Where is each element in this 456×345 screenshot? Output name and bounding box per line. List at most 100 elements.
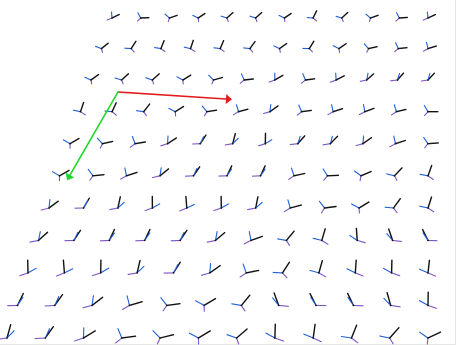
frame-axis-stroke: [296, 111, 303, 116]
frame-glyph: [218, 165, 233, 177]
frame-origin-dot: [44, 337, 47, 339]
frame-axis-stroke: [427, 72, 435, 81]
frame-axis-stroke: [34, 337, 46, 340]
frame-axis-stroke: [6, 330, 15, 339]
frame-glyph: [200, 262, 221, 276]
frame-axis-stroke: [364, 107, 375, 113]
frame-axis-stroke: [159, 167, 162, 177]
frame-axis-stroke: [176, 76, 184, 81]
frame-glyph: [332, 43, 347, 53]
frame-glyph: [418, 259, 437, 277]
frame-origin-dot: [92, 174, 94, 177]
frame-origin-dot: [363, 110, 366, 113]
frame-axis-stroke: [423, 104, 429, 113]
frame-axis-stroke: [351, 203, 360, 209]
frame-glyph: [51, 169, 70, 182]
frame-axis-stroke: [369, 14, 379, 19]
frame-axis-stroke: [206, 109, 218, 113]
frame-axis-stroke: [188, 332, 199, 339]
frame-origin-dot: [369, 17, 372, 19]
frame-origin-dot: [285, 239, 288, 242]
frame-axis-stroke: [355, 143, 364, 147]
frame-axis-stroke: [63, 268, 74, 274]
frame-glyph: [273, 42, 288, 53]
frame-axis-stroke: [347, 296, 354, 306]
frame-axis-stroke: [245, 269, 260, 274]
frame-origin-dot: [391, 239, 394, 242]
frame-axis-stroke: [366, 72, 369, 81]
frame-axis-stroke: [16, 296, 24, 306]
frame-glyph: [347, 292, 364, 307]
frame-glyph: [129, 135, 147, 148]
frame-axis-stroke: [231, 303, 242, 306]
frame-origin-dot: [37, 239, 40, 242]
frame-axis-stroke: [269, 103, 272, 113]
frame-axis-stroke: [209, 264, 221, 274]
frame-axis-stroke: [240, 73, 245, 81]
frame-glyph: [154, 39, 166, 53]
frame-axis-stroke: [151, 203, 161, 209]
frame-origin-dot: [283, 17, 286, 19]
frame-axis-stroke: [232, 137, 239, 145]
frame-axis-stroke: [427, 272, 437, 277]
frame-glyph: [194, 297, 217, 312]
frame-origin-dot: [27, 272, 29, 274]
frame-glyph: [358, 104, 375, 116]
frame-glyph: [206, 231, 226, 243]
frame-glyph: [418, 291, 437, 309]
frame-axis-stroke: [82, 200, 89, 209]
frame-axis-stroke: [79, 101, 85, 113]
frame-axis-stroke: [356, 239, 366, 244]
frame-glyph: [283, 199, 302, 213]
frame-origin-dot: [332, 110, 335, 113]
frame-axis-stroke: [82, 330, 97, 339]
frame-axis-stroke: [168, 14, 178, 19]
frame-glyph: [312, 228, 329, 245]
frame-origin-dot: [192, 174, 195, 177]
frame-axis-stroke: [340, 335, 353, 339]
frame-origin-dot: [395, 110, 398, 113]
frame-axis-stroke: [362, 136, 373, 145]
frame-axis-stroke: [144, 207, 153, 212]
frame-axis-stroke: [131, 135, 136, 145]
frame-glyph: [296, 104, 312, 116]
frame-axis-stroke: [359, 79, 368, 82]
frame-glyph: [164, 13, 178, 23]
frame-origin-dot: [120, 337, 123, 339]
frame-axis-stroke: [427, 207, 435, 213]
frame-glyph: [135, 228, 151, 242]
frame-axis-stroke: [242, 263, 247, 274]
frame-axis-stroke: [323, 205, 337, 209]
frame-axis-stroke: [192, 167, 198, 177]
frame-axis-stroke: [389, 337, 394, 345]
frame-glyph: [272, 292, 289, 307]
frame-glyph: [19, 259, 37, 277]
frame-axis-stroke: [114, 77, 123, 81]
frame-axis-stroke: [44, 328, 51, 339]
frame-axis-stroke: [72, 109, 82, 113]
frame-glyph: [160, 135, 178, 147]
frame-axis-stroke: [62, 259, 66, 274]
frame-axis-stroke: [331, 104, 334, 113]
frame-origin-dot: [354, 272, 357, 274]
frame-origin-dot: [203, 304, 206, 307]
frame-origin-dot: [220, 207, 223, 209]
frame-axis-stroke: [48, 200, 59, 209]
frame-axis-stroke: [197, 330, 211, 339]
frame-origin-dot: [393, 174, 396, 177]
frame-origin-dot: [352, 304, 355, 307]
frame-origin-dot: [120, 79, 123, 81]
frame-axis-stroke: [419, 173, 429, 177]
frame-axis-stroke: [419, 205, 429, 209]
frame-origin-dot: [362, 142, 364, 145]
frame-axis-stroke: [220, 15, 228, 19]
frame-origin-dot: [254, 207, 257, 209]
frame-axis-stroke: [268, 79, 276, 83]
frame-axis-stroke: [203, 297, 217, 307]
frame-origin-dot: [249, 47, 251, 50]
frame-glyph: [262, 103, 279, 115]
frame-axis-stroke: [220, 203, 230, 209]
frame-glyph: [231, 294, 251, 312]
